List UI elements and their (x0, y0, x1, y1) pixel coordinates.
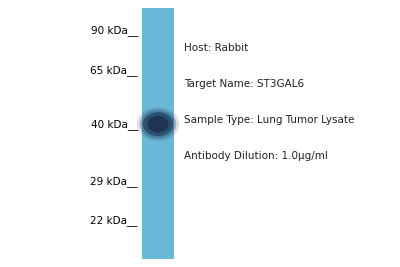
Text: 90 kDa__: 90 kDa__ (91, 25, 138, 36)
Text: 22 kDa__: 22 kDa__ (90, 215, 138, 226)
Ellipse shape (143, 112, 173, 136)
Text: 65 kDa__: 65 kDa__ (90, 65, 138, 76)
Text: 40 kDa__: 40 kDa__ (91, 119, 138, 129)
Ellipse shape (147, 116, 169, 133)
Text: Sample Type: Lung Tumor Lysate: Sample Type: Lung Tumor Lysate (184, 115, 354, 125)
Ellipse shape (137, 107, 179, 141)
Text: Antibody Dilution: 1.0µg/ml: Antibody Dilution: 1.0µg/ml (184, 151, 328, 161)
Ellipse shape (140, 110, 176, 139)
Text: 29 kDa__: 29 kDa__ (90, 176, 138, 187)
Bar (142, 8, 174, 259)
Text: Host: Rabbit: Host: Rabbit (184, 43, 248, 53)
Text: Target Name: ST3GAL6: Target Name: ST3GAL6 (184, 79, 304, 89)
